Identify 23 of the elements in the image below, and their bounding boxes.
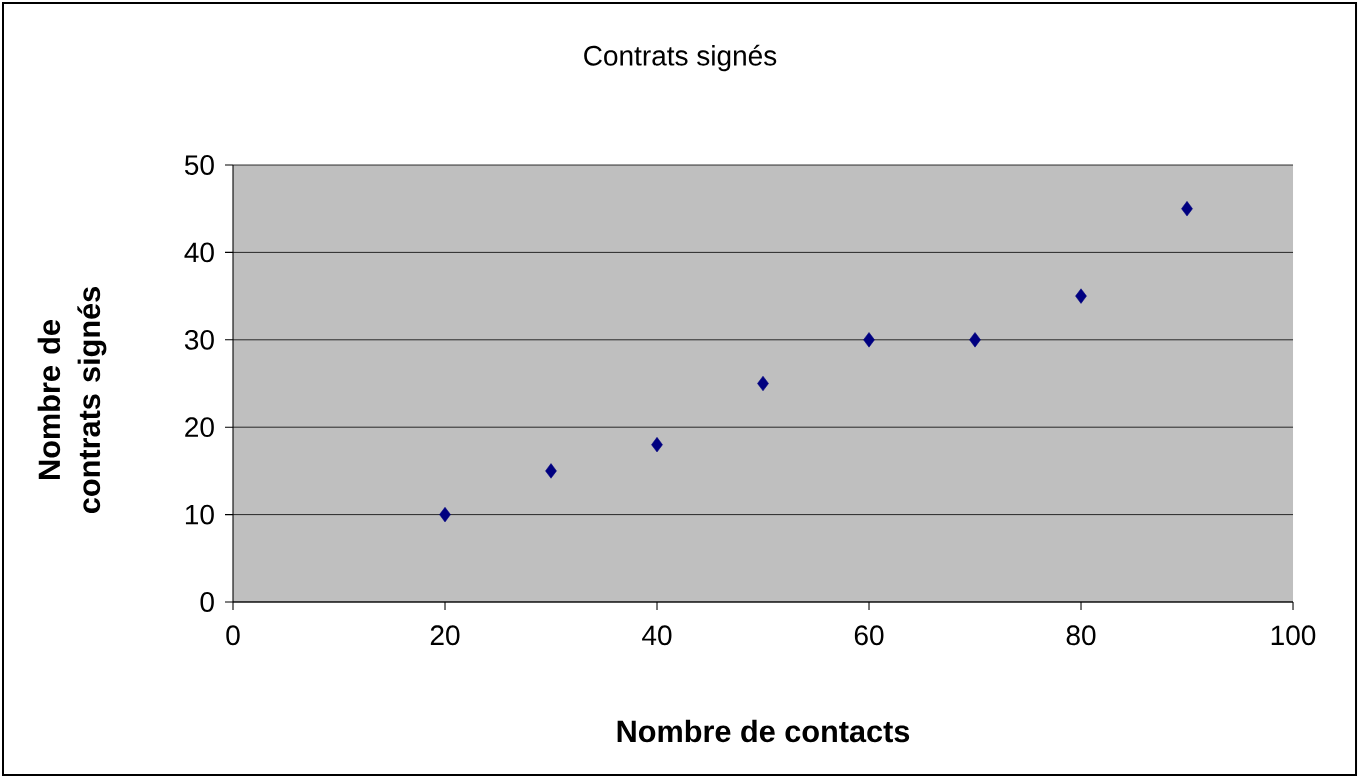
point [1075,288,1087,304]
point [651,437,663,453]
x-tick-label: 40 [642,625,672,646]
point [757,375,769,392]
x-tick-label: 80 [1066,625,1096,646]
y-tick-label: 40 [184,242,214,263]
y-axis-title: Nombre de contrats signés [37,287,107,513]
point [439,506,451,523]
x-tick-label: 60 [854,625,884,646]
point [1181,201,1193,217]
point [969,332,981,348]
x-tick-label: 100 [1271,625,1316,646]
chart-title: Contrats signés [584,44,777,72]
y-tick-label: 20 [185,417,214,438]
y-tick-label: 50 [184,155,214,175]
point [545,463,557,479]
y-tick-label: 10 [185,504,214,525]
x-tick-label: 20 [430,625,460,646]
point [863,332,875,348]
y-tick-label: 0 [200,592,214,612]
y-tick-label: 30 [184,329,214,350]
x-axis-title: Nombre de contacts [617,719,910,743]
x-tick-label: 0 [226,625,240,646]
